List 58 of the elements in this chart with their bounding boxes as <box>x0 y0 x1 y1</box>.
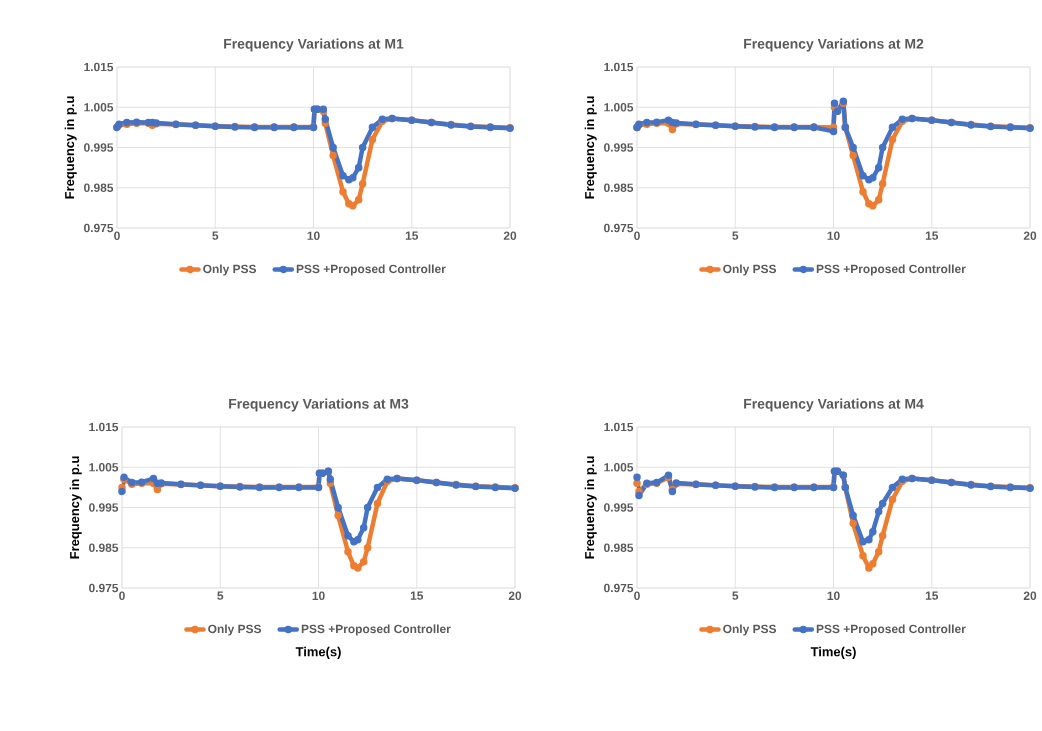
x-tick-label: 20 <box>1023 591 1037 600</box>
y-axis-title: Frequency in p.u <box>584 456 597 559</box>
x-tick-label: 0 <box>114 231 120 240</box>
x-tick-label: 20 <box>508 591 522 600</box>
x-tick-label: 15 <box>405 231 419 240</box>
y-tick-label: 1.005 <box>604 103 634 112</box>
y-tick-label: 1.015 <box>89 422 119 432</box>
x-tick-label: 10 <box>312 591 325 600</box>
legend-label: PSS +Proposed Controller <box>296 264 446 276</box>
y-tick-label: 0.975 <box>604 583 634 593</box>
y-tick-label: 1.015 <box>604 62 634 72</box>
y-tick-label: 0.995 <box>604 143 634 152</box>
y-tick-label: 0.975 <box>89 583 119 593</box>
legend-label: PSS +Proposed Controller <box>816 264 966 276</box>
chart-title: Frequency Variations at M1 <box>224 38 404 52</box>
y-tick-label: 0.995 <box>604 503 634 512</box>
y-axis-title: Frequency in p.u <box>584 96 597 199</box>
x-tick-label: 5 <box>217 591 224 600</box>
x-tick-label: 20 <box>1023 231 1037 240</box>
y-tick-label: 0.995 <box>89 503 119 512</box>
x-axis-title: Time(s) <box>295 646 341 659</box>
x-tick-label: 10 <box>827 231 840 240</box>
x-tick-label: 15 <box>925 591 939 600</box>
y-tick-label: 1.015 <box>604 422 634 432</box>
y-tick-label: 0.985 <box>604 183 634 192</box>
chart-title: Frequency Variations at M2 <box>744 38 924 52</box>
y-tick-label: 0.995 <box>84 143 114 152</box>
x-tick-label: 0 <box>634 591 640 600</box>
legend-label: PSS +Proposed Controller <box>816 624 966 636</box>
y-tick-label: 0.975 <box>604 223 634 233</box>
legend-label: Only PSS <box>208 624 262 636</box>
y-tick-label: 0.985 <box>84 183 114 192</box>
x-axis-title: Time(s) <box>810 646 856 659</box>
y-tick-label: 1.005 <box>89 463 119 472</box>
x-tick-label: 15 <box>410 591 424 600</box>
x-tick-label: 10 <box>307 231 320 240</box>
legend-label: Only PSS <box>203 264 257 276</box>
chart-title: Frequency Variations at M4 <box>744 398 924 412</box>
x-tick-label: 0 <box>634 231 640 240</box>
legend-label: PSS +Proposed Controller <box>301 624 451 636</box>
legend-label: Only PSS <box>723 624 777 636</box>
x-tick-label: 0 <box>119 591 125 600</box>
legend-label: Only PSS <box>723 264 777 276</box>
y-axis-title: Frequency in p.u <box>69 456 82 559</box>
x-tick-label: 10 <box>827 591 840 600</box>
x-tick-label: 5 <box>732 231 739 240</box>
y-tick-label: 1.005 <box>604 463 634 472</box>
y-tick-label: 0.975 <box>84 223 114 233</box>
chart-title: Frequency Variations at M3 <box>229 398 409 412</box>
x-tick-label: 15 <box>925 231 939 240</box>
y-tick-label: 1.015 <box>84 62 114 72</box>
x-tick-label: 5 <box>732 591 739 600</box>
y-tick-label: 1.005 <box>84 103 114 112</box>
y-tick-label: 0.985 <box>604 543 634 552</box>
y-tick-label: 0.985 <box>89 543 119 552</box>
x-tick-label: 5 <box>212 231 219 240</box>
y-axis-title: Frequency in p.u <box>64 96 77 199</box>
x-tick-label: 20 <box>503 231 517 240</box>
